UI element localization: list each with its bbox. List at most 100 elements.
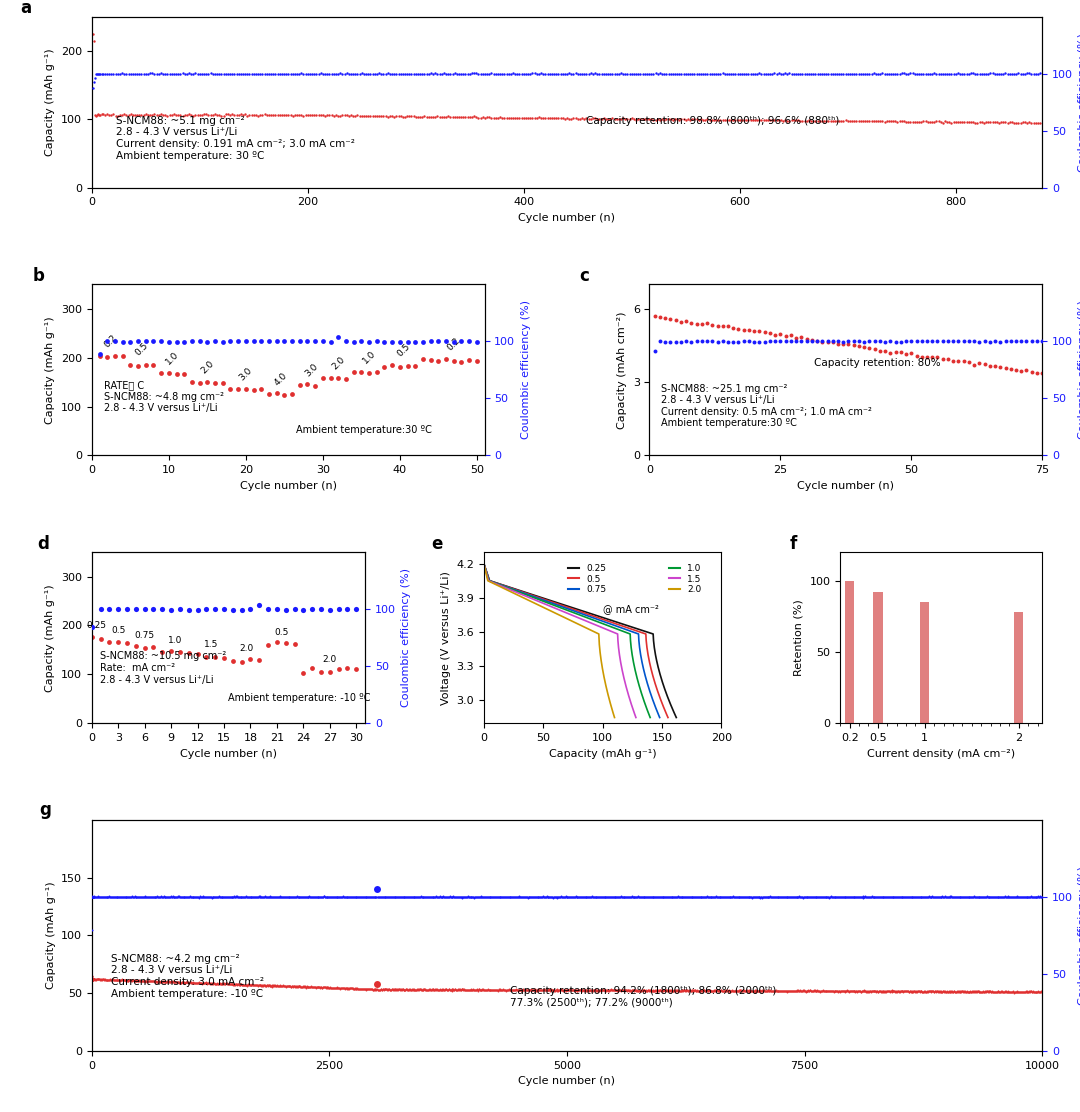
Point <box>456 981 473 999</box>
Point <box>384 981 402 999</box>
Point <box>764 888 781 906</box>
Point <box>670 982 687 1000</box>
Point <box>354 888 372 906</box>
Point <box>364 981 381 999</box>
Point <box>187 106 204 123</box>
Point <box>983 983 1000 1001</box>
Point <box>431 888 448 906</box>
Point <box>335 887 352 905</box>
Point <box>941 983 958 1001</box>
Point <box>392 64 409 82</box>
Point <box>1016 64 1034 82</box>
Point <box>448 981 465 999</box>
Point <box>227 975 244 993</box>
Point <box>405 108 422 126</box>
Point <box>186 974 203 992</box>
Point <box>610 981 627 999</box>
Point <box>354 981 372 999</box>
Point <box>852 888 869 906</box>
Point <box>345 332 362 350</box>
Point <box>453 981 470 999</box>
Point <box>713 888 730 906</box>
Point <box>741 982 758 1000</box>
Point <box>401 108 418 126</box>
Point <box>779 887 796 905</box>
Point <box>130 888 147 906</box>
Point <box>807 64 824 82</box>
Point <box>531 981 549 999</box>
Point <box>350 887 367 905</box>
Point <box>903 887 920 905</box>
Point <box>565 109 582 127</box>
Point <box>491 887 509 905</box>
Point <box>349 106 366 123</box>
Point <box>514 888 531 906</box>
Point <box>150 888 167 906</box>
Point <box>282 888 299 906</box>
Point <box>597 888 615 906</box>
Point <box>740 982 757 1000</box>
Point <box>369 981 387 999</box>
Point <box>794 888 811 906</box>
Point <box>939 982 956 1000</box>
Point <box>120 887 137 905</box>
Point <box>1028 365 1045 383</box>
Point <box>958 983 975 1001</box>
Point <box>442 888 459 906</box>
Point <box>507 981 524 999</box>
Point <box>707 64 725 82</box>
Point <box>150 972 167 990</box>
Point <box>154 973 172 991</box>
Point <box>848 112 865 130</box>
Point <box>143 973 160 991</box>
Point <box>353 888 370 906</box>
Point <box>163 106 180 123</box>
Point <box>630 888 647 906</box>
Point <box>251 887 268 905</box>
Point <box>602 888 619 906</box>
Point <box>512 888 529 906</box>
Point <box>805 888 822 906</box>
Point <box>637 982 654 1000</box>
Point <box>861 888 878 906</box>
Point <box>802 64 820 82</box>
Point <box>891 982 908 1000</box>
Point <box>490 888 508 906</box>
Point <box>824 982 841 1000</box>
Point <box>838 982 855 1000</box>
Point <box>100 633 118 651</box>
Point <box>991 983 1009 1001</box>
Point <box>311 887 328 905</box>
Point <box>460 888 477 906</box>
Point <box>837 982 854 1000</box>
Point <box>592 981 609 999</box>
Point <box>481 109 498 127</box>
Point <box>833 888 850 906</box>
Point <box>839 888 856 906</box>
Point <box>221 887 239 905</box>
Point <box>707 887 725 905</box>
Point <box>400 888 417 906</box>
Point <box>201 974 218 992</box>
Point <box>1018 887 1036 905</box>
Point <box>431 64 448 82</box>
Point <box>296 888 313 906</box>
Point <box>110 971 127 989</box>
Point <box>1025 983 1042 1001</box>
Point <box>806 888 823 906</box>
Point <box>960 64 977 82</box>
Point <box>667 982 685 1000</box>
Point <box>915 888 932 906</box>
Point <box>913 982 930 1000</box>
Point <box>1018 983 1036 1001</box>
Point <box>285 888 302 906</box>
Point <box>585 982 603 1000</box>
Point <box>826 982 843 1000</box>
Point <box>107 971 124 989</box>
Point <box>874 983 891 1001</box>
Point <box>805 112 822 130</box>
Point <box>623 64 640 82</box>
Point <box>700 887 717 905</box>
Point <box>541 109 558 127</box>
Point <box>667 888 685 906</box>
